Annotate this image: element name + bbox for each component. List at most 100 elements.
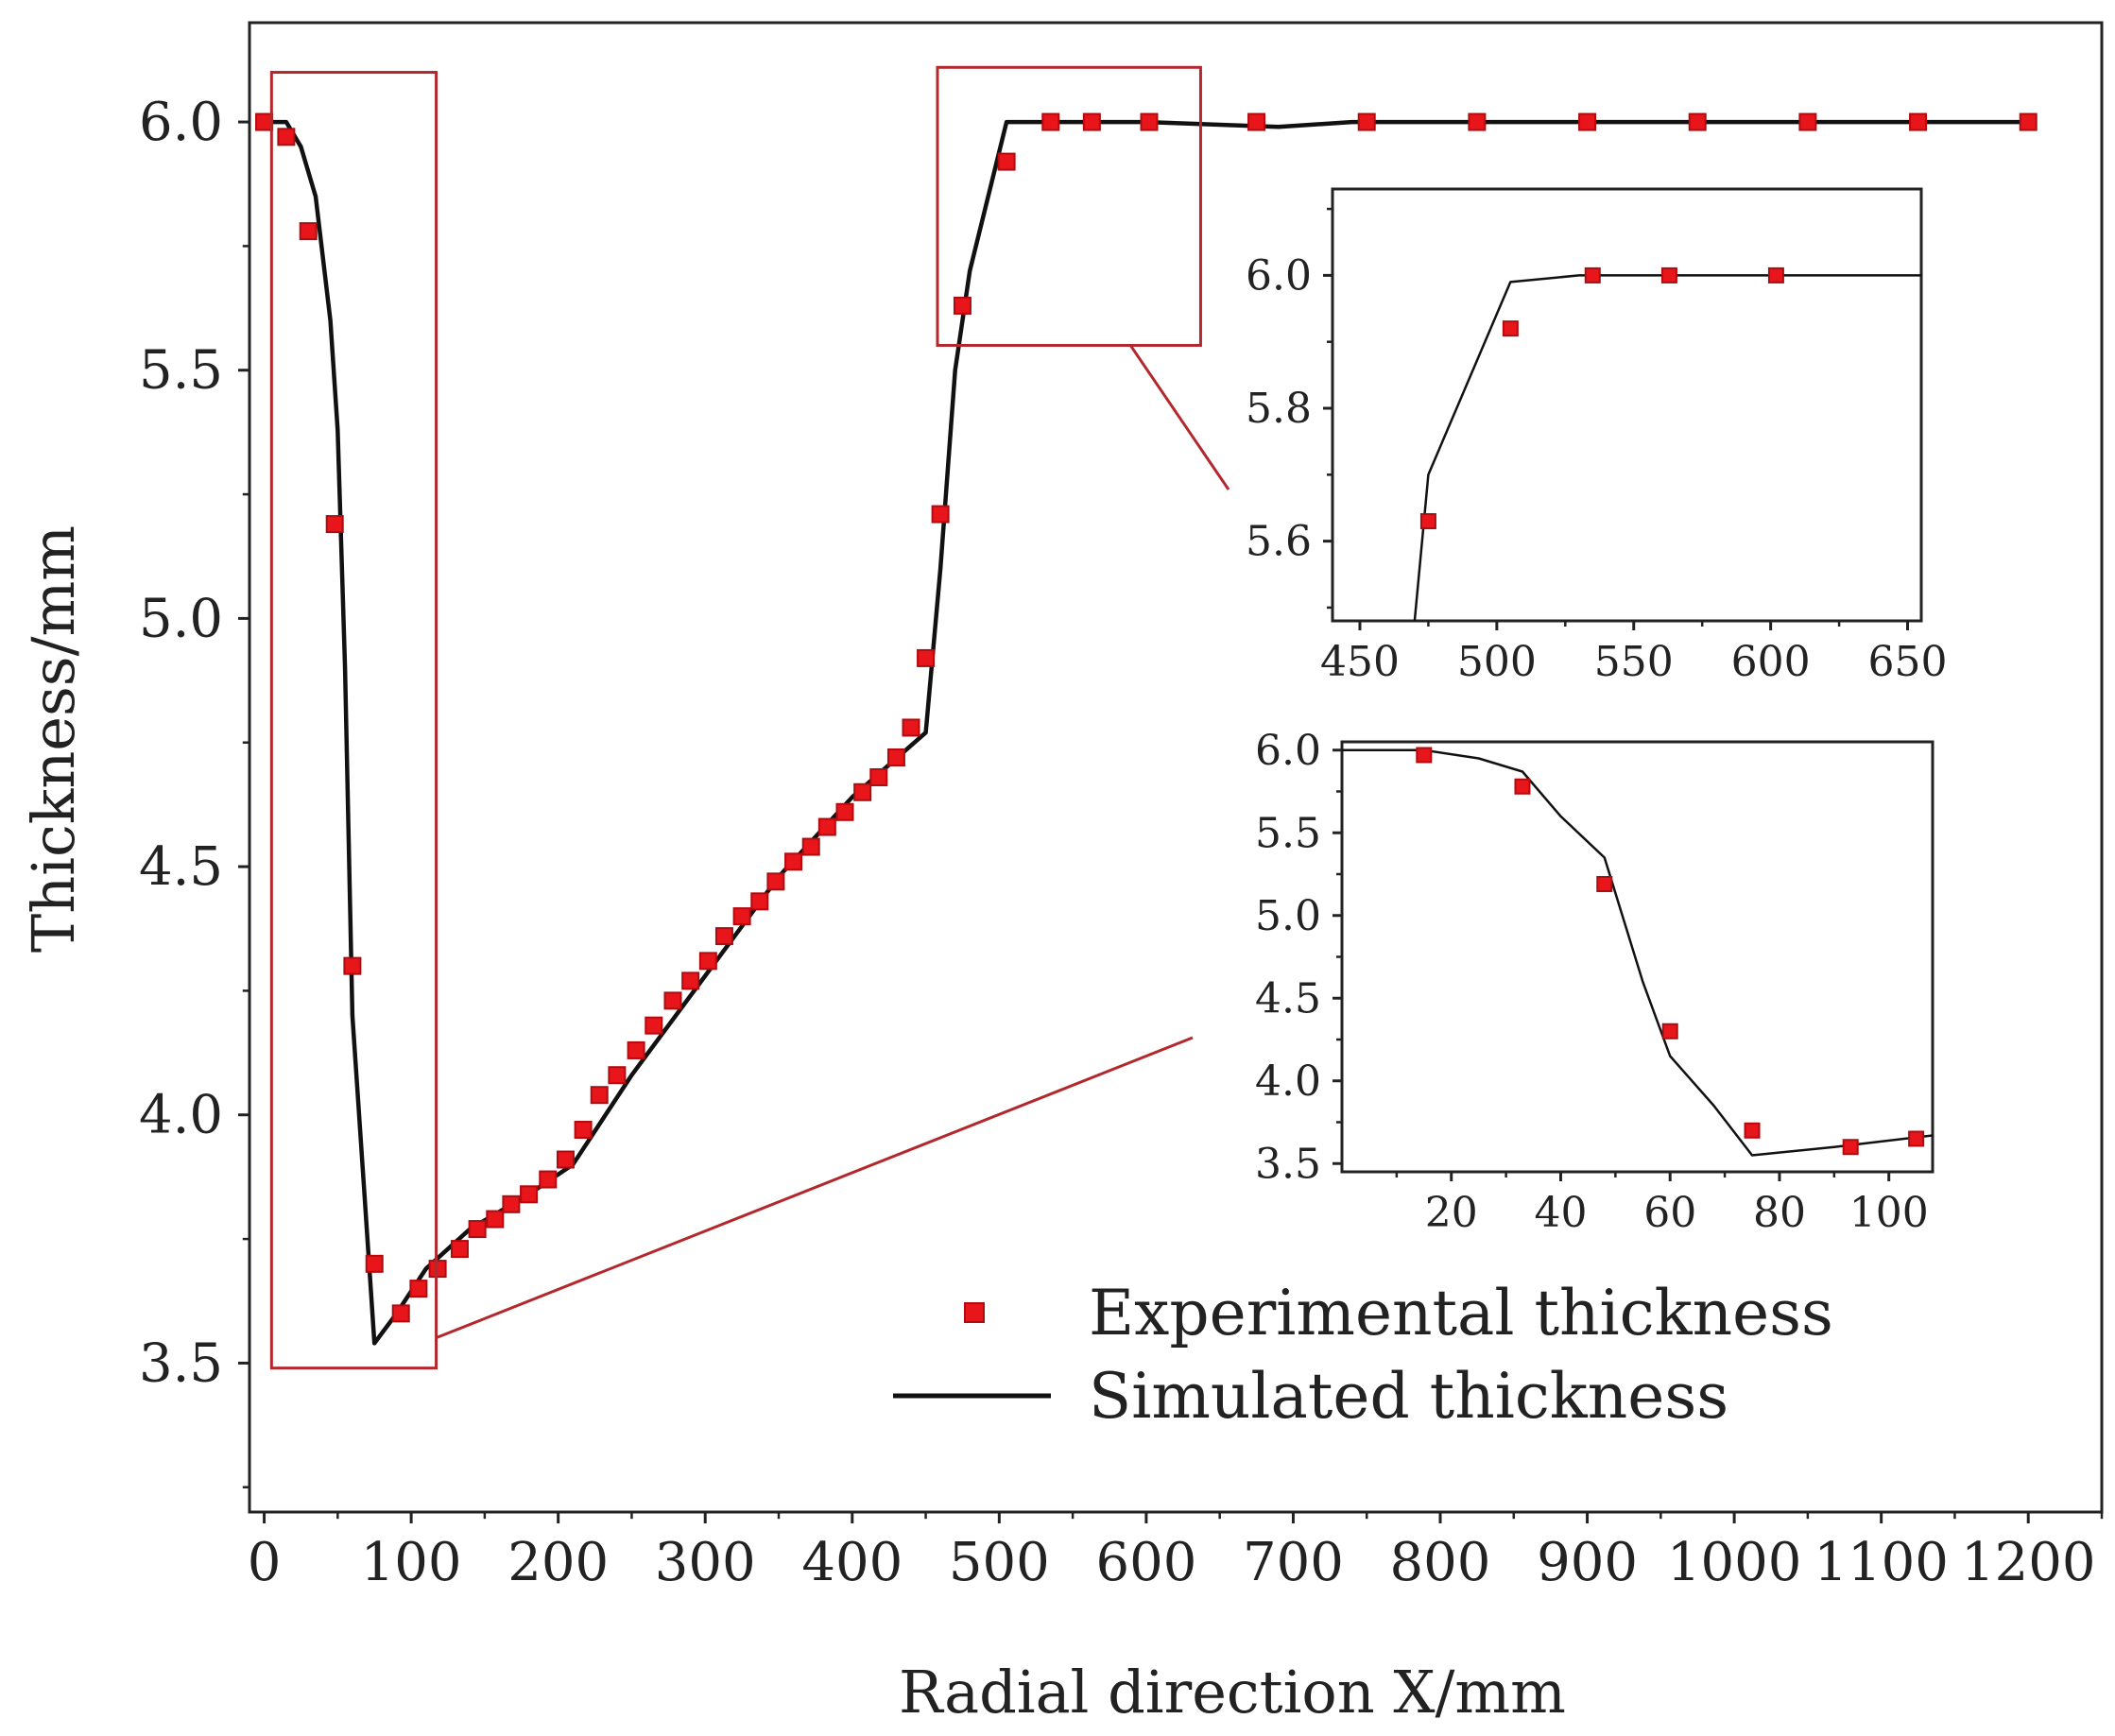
main-experimental-point bbox=[486, 1210, 505, 1229]
main-experimental-point bbox=[714, 927, 733, 946]
inset-bottom-experimental-point bbox=[1596, 876, 1613, 892]
main-experimental-point bbox=[869, 768, 888, 787]
main-xtick-label: 100 bbox=[361, 1532, 462, 1593]
main-xtick-label: 200 bbox=[507, 1532, 609, 1593]
inset-bottom-xtick-label: 80 bbox=[1753, 1189, 1806, 1237]
legend-label-simulated: Simulated thickness bbox=[1089, 1360, 1728, 1433]
main-xtick-label: 1000 bbox=[1667, 1532, 1802, 1593]
main-experimental-point bbox=[255, 112, 274, 131]
inset-bottom-plot: 20 40 60 80 100 3.5 4.0 4.5 5.0 5.5 6.0 bbox=[1255, 727, 1934, 1237]
main-xtick-label: 0 bbox=[248, 1532, 282, 1593]
main-experimental-point bbox=[1468, 112, 1487, 131]
main-experimental-point bbox=[732, 907, 751, 926]
main-experimental-point bbox=[886, 748, 905, 766]
main-experimental-point bbox=[1140, 112, 1159, 131]
main-ytick-label: 5.0 bbox=[139, 588, 223, 649]
main-experimental-point bbox=[277, 128, 296, 146]
inset-top-xtick-label: 650 bbox=[1868, 638, 1948, 686]
inset-bottom-ytick-label: 4.0 bbox=[1255, 1057, 1321, 1106]
inset-bottom-xtick-label: 60 bbox=[1643, 1189, 1696, 1237]
inset-bottom-experimental-point bbox=[1514, 778, 1531, 795]
inset-bottom-ytick-label: 5.0 bbox=[1255, 892, 1321, 940]
inset-bottom-experimental-point bbox=[1661, 1023, 1678, 1040]
main-xtick-label: 400 bbox=[801, 1532, 903, 1593]
inset-bottom-ytick-label: 4.5 bbox=[1255, 974, 1321, 1023]
main-experimental-point bbox=[1082, 112, 1101, 131]
inset-top-xtick-label: 500 bbox=[1457, 638, 1537, 686]
main-experimental-point bbox=[931, 505, 950, 524]
main-ytick-label: 6.0 bbox=[139, 92, 223, 153]
zoom-connector-1 bbox=[436, 1036, 1194, 1340]
main-experimental-point bbox=[663, 991, 682, 1010]
main-experimental-point bbox=[1688, 112, 1707, 131]
main-xtick-label: 900 bbox=[1537, 1532, 1638, 1593]
inset-top-ytick-label: 6.0 bbox=[1246, 251, 1312, 300]
main-experimental-point bbox=[391, 1304, 410, 1323]
main-ytick-label: 4.0 bbox=[139, 1085, 223, 1146]
inset-bottom-ytick-label: 3.5 bbox=[1255, 1140, 1321, 1188]
inset-bottom-xtick-label: 100 bbox=[1849, 1189, 1929, 1237]
inset-bottom-simulated-line bbox=[1342, 748, 1933, 1157]
inset-top-xtick-label: 550 bbox=[1594, 638, 1674, 686]
main-experimental-point bbox=[917, 648, 936, 667]
main-experimental-point bbox=[556, 1150, 575, 1169]
main-experimental-point bbox=[409, 1280, 428, 1298]
main-xtick-label: 800 bbox=[1390, 1532, 1491, 1593]
main-experimental-point bbox=[784, 852, 803, 871]
main-experimental-point bbox=[801, 837, 820, 856]
zoom-indicators bbox=[269, 65, 1230, 1370]
inset-bottom-ytick-label: 5.5 bbox=[1255, 809, 1321, 857]
inset-top-plot: 450 500 550 600 650 5.6 5.8 6.0 bbox=[1246, 187, 1948, 686]
zoom-connector-2 bbox=[1128, 344, 1230, 490]
main-xtick-label: 500 bbox=[949, 1532, 1050, 1593]
main-experimental-point bbox=[750, 892, 769, 911]
main-experimental-point bbox=[1798, 112, 1817, 131]
main-experimental-point bbox=[835, 802, 854, 821]
inset-top-frame bbox=[1331, 187, 1923, 623]
main-experimental-point bbox=[325, 515, 344, 534]
main-experimental-point bbox=[1578, 112, 1597, 131]
main-simulated-line bbox=[264, 119, 2029, 1346]
main-experimental-point bbox=[520, 1185, 539, 1204]
main-xtick-label: 300 bbox=[655, 1532, 756, 1593]
main-experimental-point bbox=[590, 1086, 609, 1105]
main-experimental-point bbox=[698, 952, 717, 971]
main-experimental-point bbox=[1247, 112, 1266, 131]
main-experimental-point bbox=[902, 718, 920, 737]
main-xtick-label: 1200 bbox=[1961, 1532, 2096, 1593]
main-experimental-point bbox=[1909, 112, 1928, 131]
main-series-area bbox=[264, 119, 2029, 1346]
x-axis-title: Radial direction X/mm bbox=[899, 1658, 1566, 1727]
inset-bottom-xtick-label: 40 bbox=[1534, 1189, 1587, 1237]
main-experimental-point bbox=[645, 1016, 663, 1035]
main-experimental-point bbox=[817, 817, 836, 836]
main-xtick-label: 1100 bbox=[1814, 1532, 1949, 1593]
main-experimental-point bbox=[468, 1220, 487, 1239]
main-xtick-label: 600 bbox=[1095, 1532, 1196, 1593]
legend-label-experimental: Experimental thickness bbox=[1089, 1277, 1833, 1349]
inset-bottom-experimental-point bbox=[1416, 747, 1433, 764]
main-xtick-label: 700 bbox=[1243, 1532, 1344, 1593]
main-ytick-label: 4.5 bbox=[139, 836, 223, 898]
zoom-box-1 bbox=[269, 71, 438, 1370]
main-experimental-point bbox=[539, 1170, 558, 1189]
inset-bottom-experimental-point bbox=[1744, 1122, 1761, 1139]
main-experimental-point bbox=[766, 872, 785, 891]
inset-bottom-experimental-point bbox=[1842, 1139, 1859, 1156]
main-experimental-point bbox=[502, 1195, 521, 1213]
inset-bottom-ytick-label: 6.0 bbox=[1255, 727, 1321, 775]
main-experimental-point bbox=[997, 152, 1016, 171]
main-ytick-label: 3.5 bbox=[139, 1332, 223, 1394]
y-axis-title: Thickness/mm bbox=[19, 525, 88, 953]
main-experimental-point bbox=[853, 782, 872, 801]
legend-marker-experimental bbox=[964, 1302, 985, 1323]
main-experimental-point bbox=[953, 296, 972, 315]
main-experimental-point bbox=[428, 1260, 447, 1279]
inset-top-xtick-label: 450 bbox=[1320, 638, 1400, 686]
main-experimental-point bbox=[450, 1240, 469, 1259]
main-experimental-point bbox=[574, 1120, 593, 1139]
inset-bottom-xtick-label: 20 bbox=[1425, 1189, 1478, 1237]
inset-top-experimental-point bbox=[1419, 513, 1436, 530]
inset-top-ytick-label: 5.6 bbox=[1246, 518, 1312, 566]
